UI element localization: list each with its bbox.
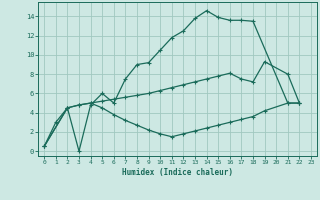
X-axis label: Humidex (Indice chaleur): Humidex (Indice chaleur) bbox=[122, 168, 233, 177]
